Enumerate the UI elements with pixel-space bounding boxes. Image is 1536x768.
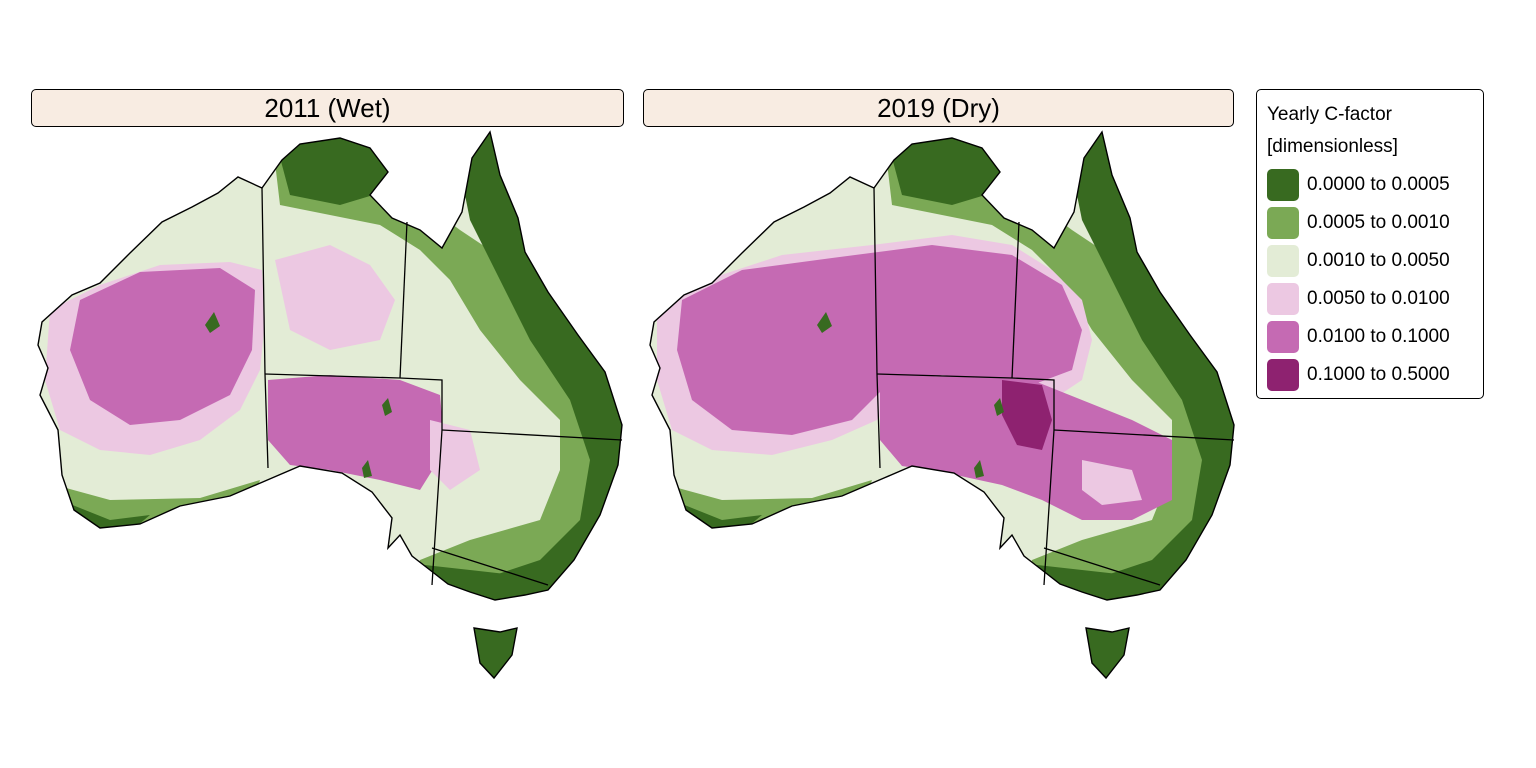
legend-title: Yearly C-factor xyxy=(1267,104,1392,125)
legend-label: 0.0100 to 0.1000 xyxy=(1307,326,1450,347)
legend-swatch xyxy=(1267,169,1299,201)
legend-swatch xyxy=(1267,283,1299,315)
legend-swatch xyxy=(1267,245,1299,277)
legend-swatch xyxy=(1267,207,1299,239)
legend-swatch xyxy=(1267,321,1299,353)
map-panel-2019 xyxy=(649,131,1235,680)
legend: Yearly C-factor [dimensionless] 0.0000 t… xyxy=(1256,89,1484,399)
panel-title-2019: 2019 (Dry) xyxy=(643,89,1234,127)
legend-label: 0.0000 to 0.0005 xyxy=(1307,174,1450,195)
legend-label: 0.0005 to 0.0010 xyxy=(1307,212,1450,233)
legend-swatch xyxy=(1267,359,1299,391)
map-panel-2011 xyxy=(37,131,623,680)
legend-label: 0.0050 to 0.0100 xyxy=(1307,288,1450,309)
legend-label: 0.0010 to 0.0050 xyxy=(1307,250,1450,271)
panel-title-2011: 2011 (Wet) xyxy=(31,89,624,127)
legend-subtitle: [dimensionless] xyxy=(1267,136,1398,157)
legend-label: 0.1000 to 0.5000 xyxy=(1307,364,1450,385)
